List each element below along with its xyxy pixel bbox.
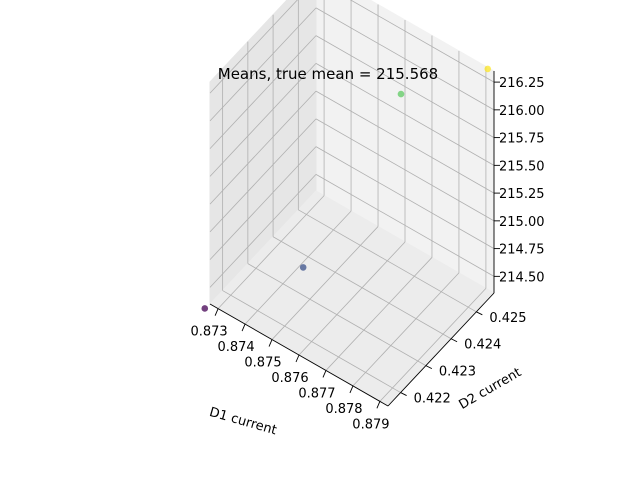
y-tick-label: 0.424 xyxy=(464,338,501,353)
y-tick-mark xyxy=(400,392,407,396)
y-tick-mark xyxy=(450,338,458,343)
z-tick-label: 215.50 xyxy=(499,159,545,174)
x-tick-mark xyxy=(295,354,300,363)
data-point xyxy=(484,65,492,73)
grid-line-z-left xyxy=(209,35,317,149)
grid-line-z-back xyxy=(315,90,495,194)
axis-lines xyxy=(209,71,500,409)
data-point xyxy=(299,264,307,271)
x-tick-label: 0.876 xyxy=(271,371,308,386)
grid-line-z-left xyxy=(209,0,298,94)
grid-line-z-back xyxy=(315,35,495,138)
grid-line-z-left xyxy=(209,174,317,288)
data-point xyxy=(397,90,405,98)
grid-line-z-back xyxy=(349,0,495,83)
grid-line-z-left xyxy=(209,146,317,260)
z-tick-label: 214.75 xyxy=(499,243,545,258)
grid-line-y-floor xyxy=(222,290,401,393)
grid-line-y-floor xyxy=(272,236,452,340)
y-tick-label: 0.422 xyxy=(414,392,451,407)
z-tick-label: 214.50 xyxy=(499,270,545,285)
grid-line-z-left xyxy=(209,7,317,122)
z-tick-label: 215.25 xyxy=(499,187,545,202)
x-tick-mark xyxy=(376,401,381,409)
grid-line-z-back xyxy=(315,146,495,249)
x-tick-label: 0.874 xyxy=(217,340,254,355)
x-tick-mark xyxy=(322,370,327,378)
x-tick-mark xyxy=(268,339,273,347)
x-tick-label: 0.875 xyxy=(244,356,281,371)
z-tick-label: 215.75 xyxy=(499,132,545,147)
grid-line-z-left xyxy=(209,118,317,233)
x-tick-label: 0.877 xyxy=(298,386,335,401)
y-tick-label: 0.425 xyxy=(489,311,526,326)
z-tick-label: 216.00 xyxy=(499,104,545,119)
data-point xyxy=(201,305,209,312)
x-tick-label: 0.878 xyxy=(325,402,362,417)
grid-line-z-back xyxy=(315,63,495,166)
grid-line-z-back xyxy=(315,118,495,222)
y-tick-mark xyxy=(476,311,483,316)
x-tick-mark xyxy=(214,308,219,316)
z-tick-label: 216.25 xyxy=(499,76,545,91)
grid-lines xyxy=(209,0,495,402)
y-tick-label: 0.423 xyxy=(439,365,476,380)
x-tick-mark xyxy=(349,385,354,394)
chart-title: Means, true mean = 215.568 xyxy=(218,65,438,83)
z-tick-label: 215.00 xyxy=(499,215,545,230)
y-tick-mark xyxy=(425,365,433,370)
x-axis-label: D1 current xyxy=(208,405,279,439)
x-tick-label: 0.879 xyxy=(352,417,389,432)
grid-line-z-back xyxy=(315,174,495,277)
data-points xyxy=(201,65,492,312)
grid-line-y-floor xyxy=(298,209,477,313)
grid-line-z-left xyxy=(209,63,317,177)
grid-line-z-left xyxy=(209,90,317,205)
x-tick-mark xyxy=(241,323,246,332)
grid-line-y-floor xyxy=(247,263,427,366)
grid-line-z-back xyxy=(315,7,495,111)
x-tick-label: 0.873 xyxy=(190,325,227,340)
